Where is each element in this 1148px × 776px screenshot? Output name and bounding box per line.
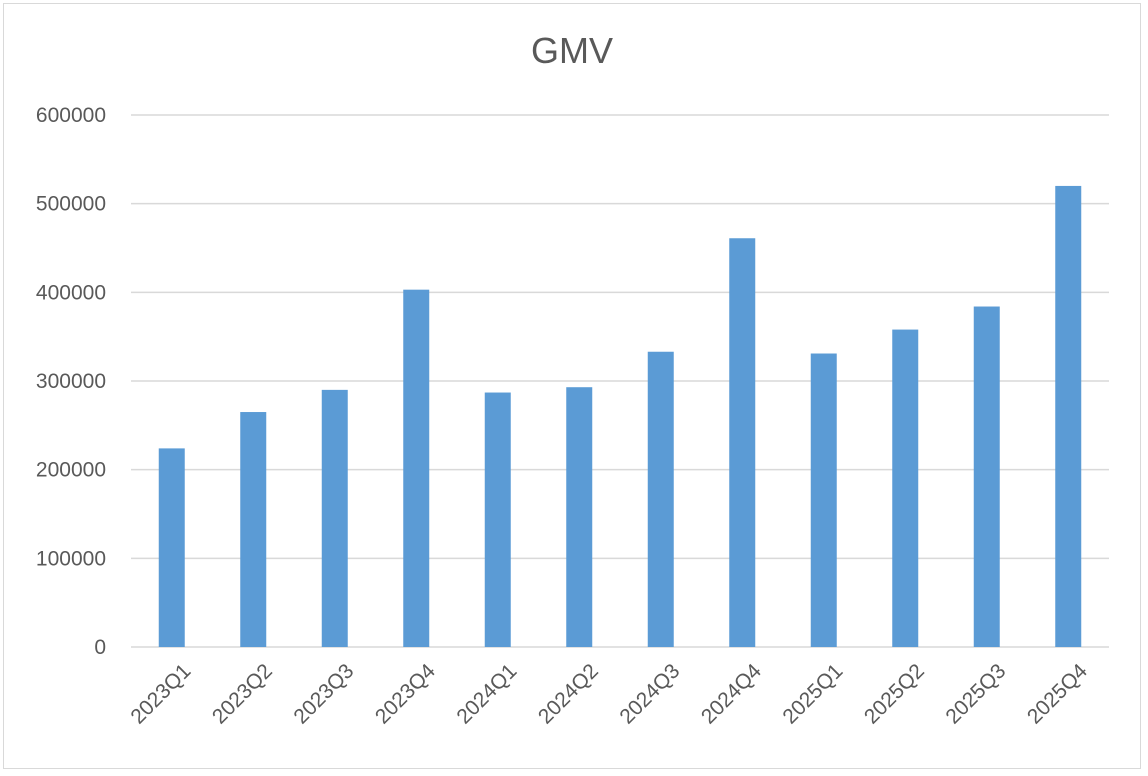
bar-2023Q4	[403, 289, 430, 647]
y-axis-ticks: 0 100000 200000 300000 400000 500000 600000	[36, 104, 106, 659]
x-tick-label: 2023Q4	[371, 659, 440, 728]
x-tick-label: 2023Q2	[208, 659, 277, 728]
x-tick-label: 2024Q1	[452, 659, 521, 728]
x-tick-label: 2023Q3	[289, 659, 358, 728]
y-tick-label: 600000	[36, 104, 106, 127]
x-tick-label: 2025Q4	[1023, 659, 1092, 728]
y-tick-label: 100000	[36, 547, 106, 570]
bar-2023Q2	[240, 412, 267, 647]
x-tick-label: 2025Q3	[941, 659, 1010, 728]
gridlines	[131, 114, 1109, 648]
x-tick-label: 2025Q1	[778, 659, 847, 728]
y-tick-label: 400000	[36, 281, 106, 304]
bar-2025Q3	[973, 306, 1000, 647]
chart-title: GMV	[530, 30, 613, 71]
y-tick-label: 500000	[36, 193, 106, 216]
bars	[158, 185, 1082, 647]
bar-2024Q2	[566, 387, 593, 647]
x-tick-label: 2024Q2	[534, 659, 603, 728]
y-tick-label: 200000	[36, 459, 106, 482]
bar-2024Q3	[647, 351, 674, 647]
bar-2024Q1	[484, 392, 511, 647]
x-tick-label: 2025Q2	[860, 659, 929, 728]
bar-2024Q4	[729, 238, 756, 647]
x-axis-ticks: 2023Q1 2023Q2 2023Q3 2023Q4 2024Q1 2024Q2 2024…	[126, 659, 1092, 728]
y-tick-label: 0	[94, 636, 106, 659]
bar-2025Q1	[810, 353, 837, 647]
x-tick-label: 2024Q4	[697, 659, 766, 728]
bar-2023Q1	[158, 448, 185, 647]
x-tick-label: 2023Q1	[126, 659, 195, 728]
bar-2025Q4	[1055, 185, 1082, 647]
y-tick-label: 300000	[36, 370, 106, 393]
bar-2023Q3	[321, 389, 348, 647]
x-tick-label: 2024Q3	[615, 659, 684, 728]
bar-2025Q2	[892, 329, 919, 647]
